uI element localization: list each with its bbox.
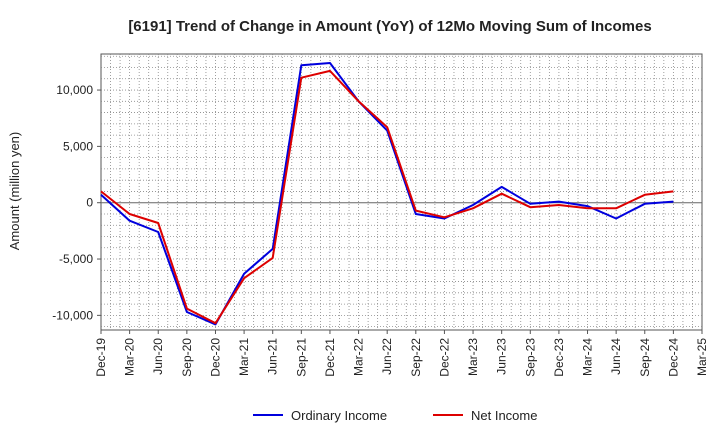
plot-frame — [100, 53, 703, 331]
x-tick-label: Jun-20 — [151, 338, 165, 375]
y-tick-label: -10,000 — [52, 308, 93, 322]
x-tick-label: Dec-22 — [437, 338, 451, 377]
chart-title: [6191] Trend of Change in Amount (YoY) o… — [128, 18, 651, 35]
y-axis-ticks: 10,000 5,000 0 -5,000 -10,000 — [52, 83, 101, 322]
x-tick-label: Sep-21 — [294, 338, 308, 377]
legend-label: Ordinary Income — [291, 408, 387, 423]
x-tick-label: Mar-20 — [123, 338, 137, 376]
y-tick-label: 5,000 — [63, 139, 93, 153]
plot-area — [100, 53, 703, 331]
x-tick-label: Jun-22 — [380, 338, 394, 375]
x-axis-ticks: Dec-19 Mar-20 Jun-20 Sep-20 Dec-20 Mar-21 Jun-… — [94, 330, 709, 377]
legend-label: Net Income — [471, 408, 537, 423]
x-tick-label: Mar-25 — [695, 338, 709, 376]
x-tick-label: Jun-24 — [609, 338, 623, 375]
x-tick-label: Mar-21 — [237, 338, 251, 376]
legend: Ordinary Income Net Income — [253, 408, 537, 423]
y-tick-label: -5,000 — [59, 252, 93, 266]
x-tick-label: Mar-24 — [581, 338, 595, 376]
y-tick-label: 10,000 — [56, 83, 93, 97]
x-tick-label: Dec-24 — [666, 338, 680, 377]
y-axis-label: Amount (million yen) — [7, 132, 22, 251]
x-tick-label: Jun-21 — [266, 338, 280, 375]
x-tick-label: Sep-22 — [409, 338, 423, 377]
x-tick-label: Jun-23 — [495, 338, 509, 375]
series-line-ordinary-income — [100, 62, 674, 326]
x-tick-label: Sep-20 — [180, 338, 194, 377]
x-tick-label: Dec-20 — [208, 338, 222, 377]
x-tick-label: Sep-23 — [523, 338, 537, 377]
series-lines — [100, 62, 674, 326]
series-line-net-income — [100, 69, 674, 325]
x-tick-label: Mar-22 — [352, 338, 366, 376]
x-tick-label: Dec-19 — [94, 338, 108, 377]
y-tick-label: 0 — [86, 196, 93, 210]
x-tick-label: Dec-21 — [323, 338, 337, 377]
x-tick-label: Dec-23 — [552, 338, 566, 377]
x-tick-label: Mar-23 — [466, 338, 480, 376]
x-tick-label: Sep-24 — [638, 338, 652, 377]
